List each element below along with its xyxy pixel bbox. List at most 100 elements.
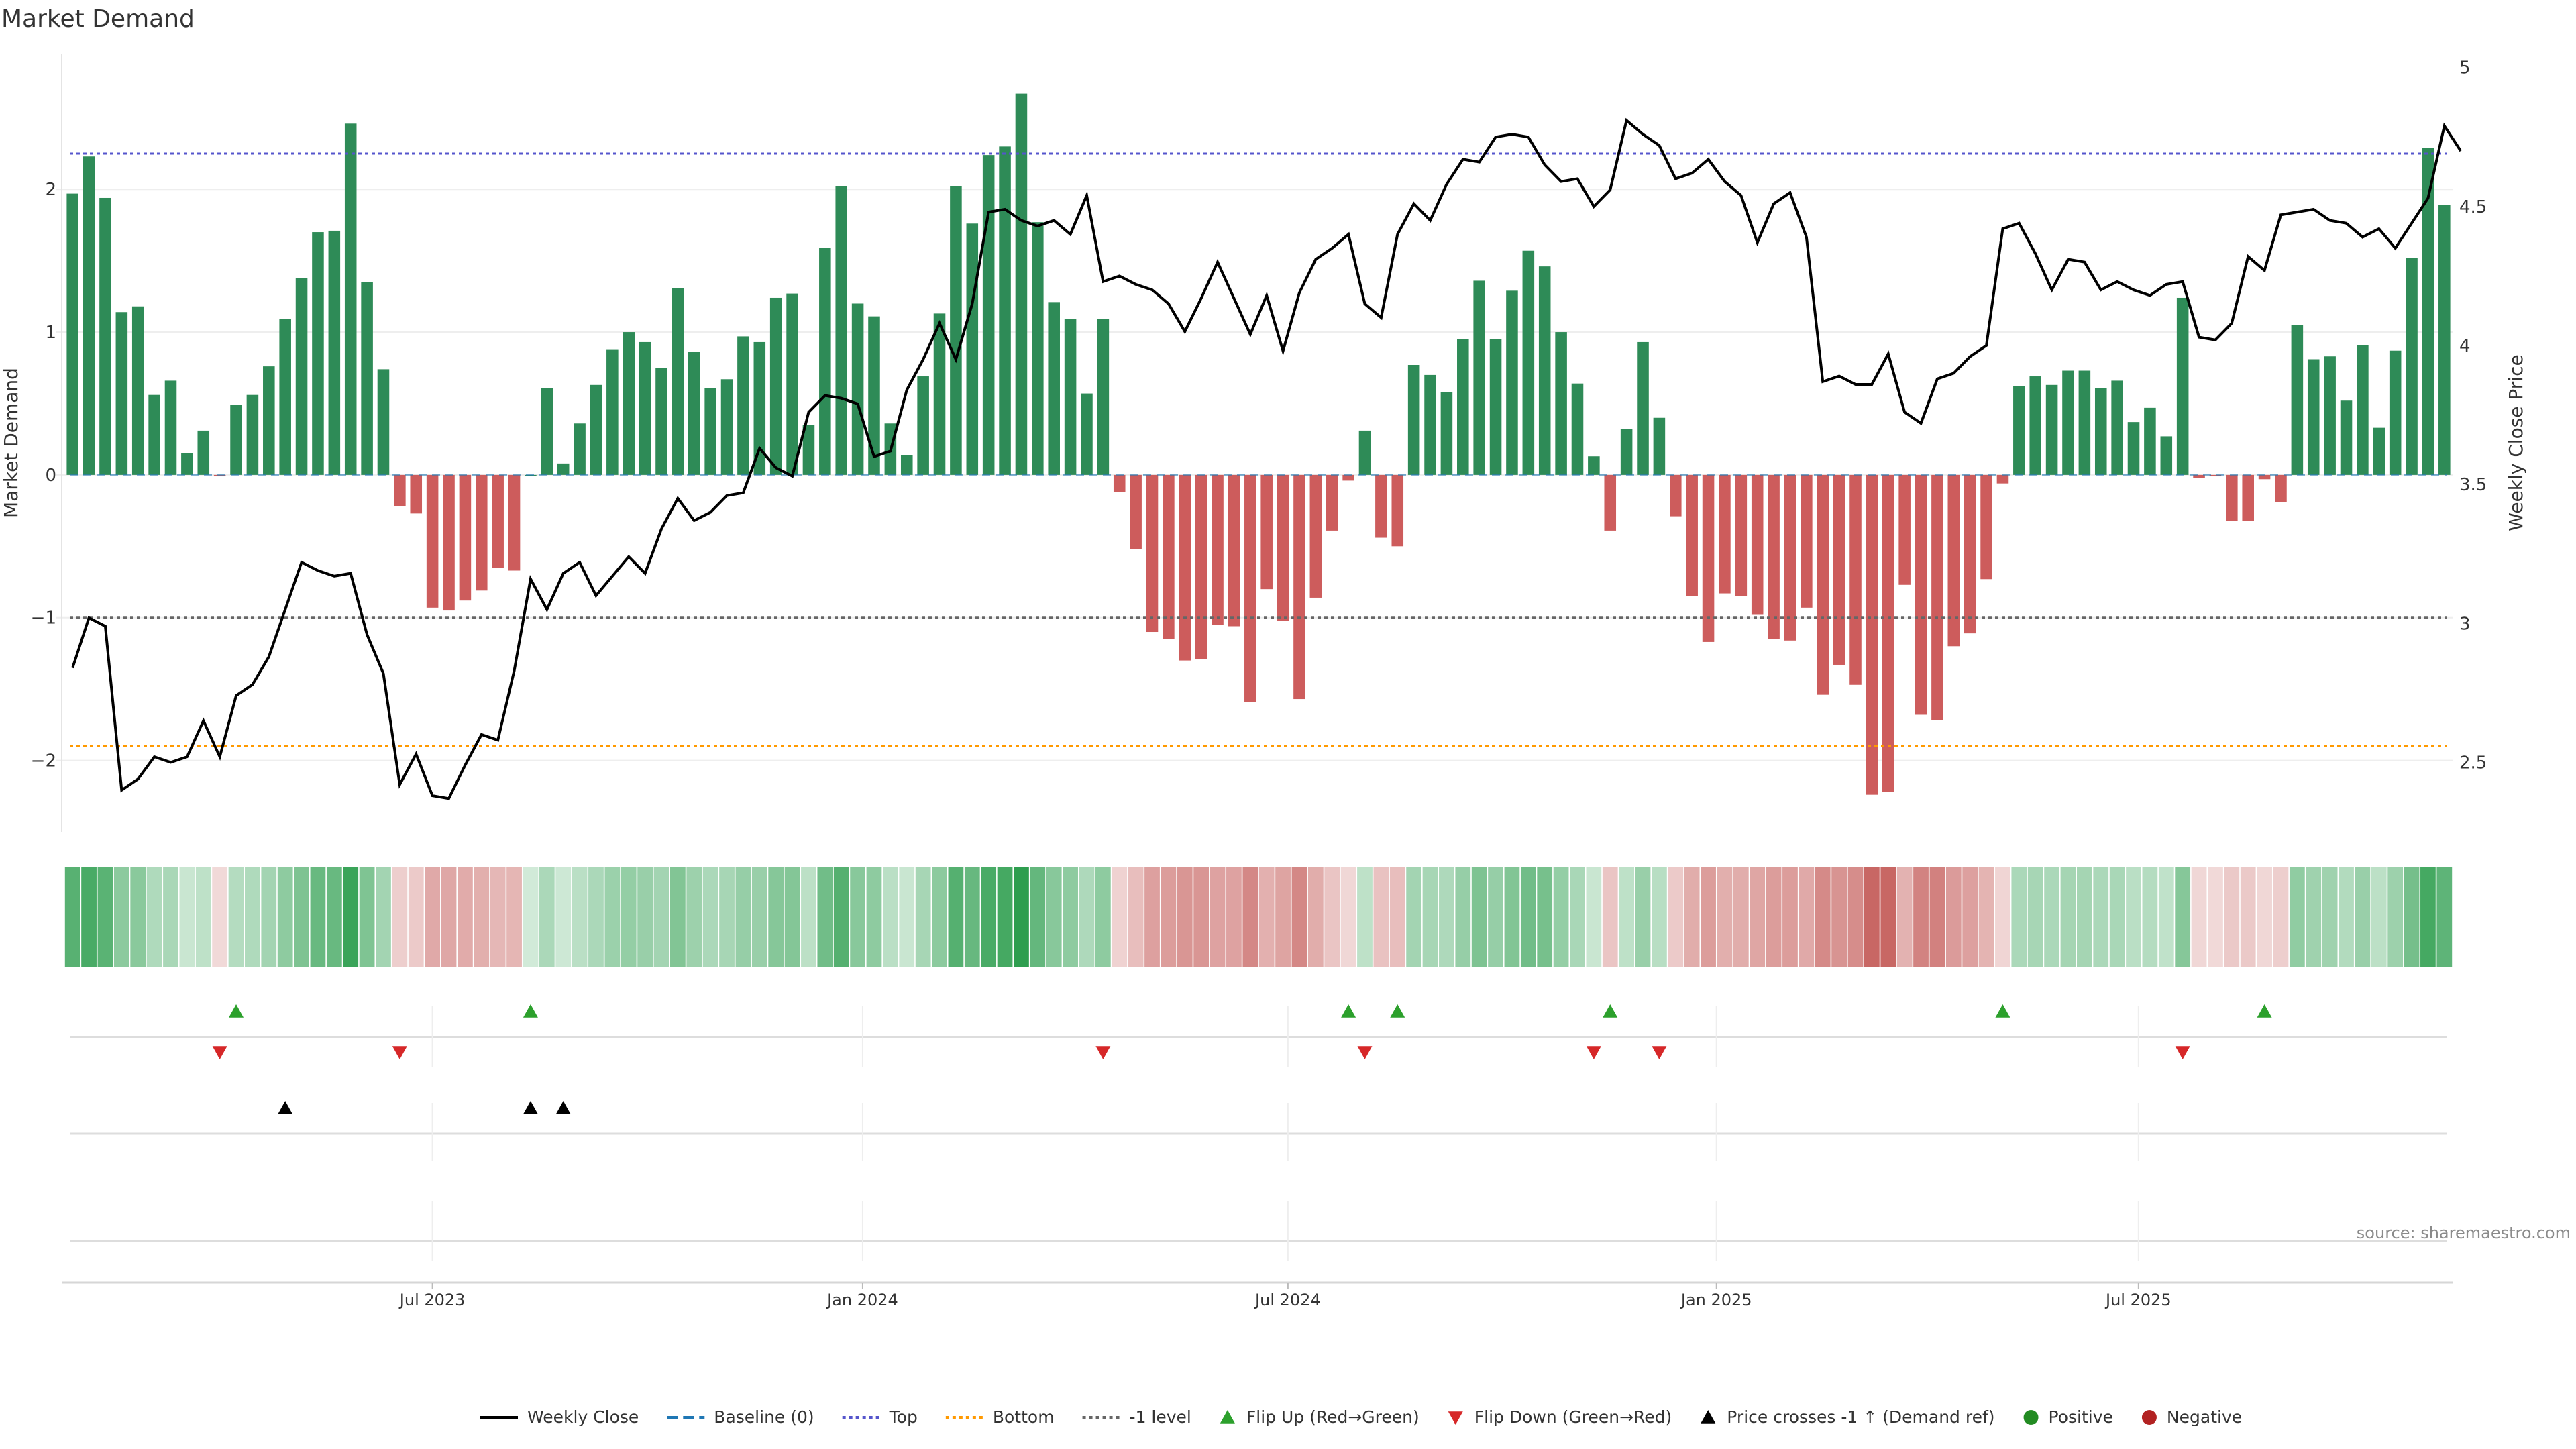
demand-bar [1768,474,1780,639]
heat-cell [506,867,522,967]
demand-bar [1882,474,1894,792]
demand-bar [2357,345,2369,475]
heat-cell [326,867,342,967]
heat-cell [2224,867,2240,967]
demand-bar [164,380,177,475]
legend-item: Baseline (0) [667,1407,814,1427]
heat-cell [1635,867,1651,967]
demand-bar [295,278,308,475]
demand-bar [786,293,798,475]
heat-cell [735,867,751,967]
demand-bar [868,316,880,475]
legend-item: Negative [2141,1407,2242,1427]
heat-cell [1586,867,1602,967]
legend-item: -1 level [1082,1407,1191,1427]
x-tick-label: Jul 2023 [398,1291,466,1309]
demand-bar [1130,474,1142,549]
right-tick-label: 2.5 [2459,753,2487,773]
right-tick-label: 5 [2459,58,2471,78]
heat-cell [2322,867,2338,967]
heat-cell [2371,867,2387,967]
heat-cell [1258,867,1275,967]
heat-cell [784,867,800,967]
heat-cell [245,867,260,967]
heat-cell [653,867,669,967]
demand-bar [819,248,831,475]
heat-cell [277,867,293,967]
flip-down-markers [212,1046,2190,1059]
demand-bar [263,366,275,475]
heat-cell [1291,867,1307,967]
legend-item: Flip Up (Red→Green) [1220,1407,1419,1427]
demand-bar [1538,266,1551,475]
demand-bar [753,341,766,475]
heat-cell [2175,867,2191,967]
source-note: source: sharemaestro.com [2357,1224,2571,1242]
heat-cell [2060,867,2076,967]
flip-up-marker [1390,1004,1405,1018]
demand-bar [966,223,979,475]
heat-cell [850,867,865,967]
heat-cell [866,867,882,967]
left-axis-ticks: 2 1 0 −1 −2 [31,180,56,771]
demand-bar [1212,474,1224,625]
demand-bar [328,230,341,475]
heat-cell [948,867,964,967]
demand-bar [1081,393,1093,475]
right-axis-ticks: 5 4.5 4 3.5 3 2.5 [2459,58,2487,773]
heat-cell [1193,867,1210,967]
heat-cell [1929,867,1945,967]
demand-bar [1801,474,1813,608]
demand-bar [1898,474,1911,585]
flip-down-marker [1652,1046,1667,1059]
heat-cell [1962,867,1978,967]
heat-cell [376,867,391,967]
heat-cell [572,867,588,967]
heat-cell [2240,867,2256,967]
flip-up-marker [229,1004,244,1018]
demand-bar [999,146,1011,475]
demand-bar [492,474,504,568]
heat-cell [1766,867,1782,967]
heat-cell [2208,867,2223,967]
heat-cell [1389,867,1405,967]
demand-bar [2389,350,2402,475]
demand-bar [2160,436,2173,475]
demand-bar [2226,474,2238,521]
demand-bar [312,232,324,475]
demand-bar [148,394,160,475]
heat-cell [1373,867,1389,967]
right-axis-label: Weekly Close Price [2505,354,2527,531]
demand-bar [590,384,602,475]
demand-bar [2406,258,2418,475]
demand-bar [1326,474,1338,531]
heat-cell [228,867,244,967]
flip-down-marker [2175,1046,2190,1059]
demand-bar [2291,325,2304,475]
heat-cell [146,867,162,967]
demand-bar [66,193,78,475]
flip-up-marker [523,1004,538,1018]
heat-cell [1570,867,1585,967]
heat-cell [1177,867,1193,967]
demand-bar [181,453,193,475]
demand-bar [1260,474,1273,590]
heat-cell [179,867,195,967]
demand-bar [1653,417,1666,475]
heat-cell [719,867,735,967]
heat-cell [1242,867,1258,967]
heat-cell [1815,867,1831,967]
demand-bar [623,332,635,475]
heat-cell [1701,867,1716,967]
heat-cell [2027,867,2043,967]
demand-bar [1391,474,1404,547]
heat-cell [621,867,637,967]
demand-bar [1440,392,1453,475]
heat-cell [261,867,277,967]
heat-cell [441,867,457,967]
demand-bar [2078,370,2091,475]
demand-bar [1358,430,1371,475]
heat-cell [294,867,309,967]
x-tick-label: Jan 2024 [826,1291,898,1309]
heat-cell [1307,867,1324,967]
